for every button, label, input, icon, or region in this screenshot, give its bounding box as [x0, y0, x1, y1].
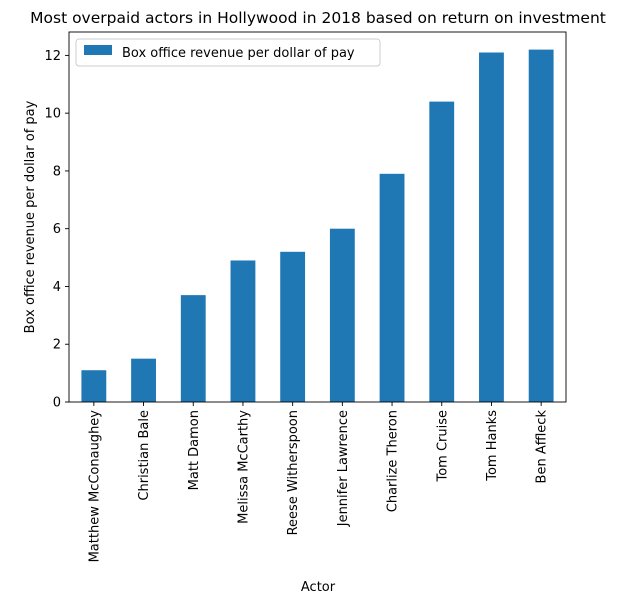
- x-tick-label: Melissa McCarthy: [236, 410, 251, 524]
- bar-tom-cruise: [429, 101, 455, 402]
- legend-swatch: [84, 45, 112, 55]
- legend-box: [75, 38, 381, 67]
- y-axis-label: Box office revenue per dollar of pay: [23, 100, 38, 333]
- y-axis-ticks: 0 2 4 6 8 10 12: [44, 49, 69, 411]
- y-tick-label: 0: [53, 396, 61, 411]
- x-axis-ticks: Matthew McConaughey Christian Bale Matt Da…: [87, 402, 550, 563]
- y-tick-label: 8: [53, 164, 61, 179]
- x-tick-label: Reese Witherspoon: [286, 410, 301, 535]
- x-tick-label: Christian Bale: [137, 410, 152, 501]
- plot-frame: [68, 31, 567, 403]
- bar-melissa-mccarthy: [230, 260, 256, 402]
- bar-tom-hanks: [479, 52, 504, 402]
- bar-matthew-mcconaughey: [81, 370, 107, 402]
- x-tick-label: Jennifer Lawrence: [336, 410, 351, 527]
- chart-title: Most overpaid actors in Hollywood in 201…: [30, 9, 606, 27]
- y-tick-label: 6: [53, 222, 61, 237]
- y-tick-label: 10: [44, 107, 61, 122]
- x-tick-label: Matthew McConaughey: [87, 410, 102, 563]
- bar-matt-damon: [180, 295, 206, 402]
- y-tick-label: 12: [44, 49, 61, 64]
- bar-christian-bale: [131, 358, 156, 402]
- x-tick-label: Tom Cruise: [435, 410, 450, 483]
- y-tick-label: 2: [53, 338, 61, 353]
- x-tick-label: Matt Damon: [187, 410, 202, 490]
- bar-jennifer-lawrence: [329, 228, 355, 402]
- bars-group: [81, 49, 554, 402]
- bar-ben-affleck: [528, 49, 554, 402]
- x-tick-label: Ben Affleck: [535, 410, 550, 484]
- bar-charlize-theron: [379, 173, 405, 402]
- legend-label: Box office revenue per dollar of pay: [122, 46, 355, 61]
- x-tick-label: Charlize Theron: [386, 410, 401, 512]
- x-tick-label: Tom Hanks: [485, 410, 500, 482]
- legend: Box office revenue per dollar of pay: [75, 38, 381, 67]
- x-axis-label: Actor: [301, 580, 336, 595]
- bar-reese-witherspoon: [280, 251, 306, 402]
- y-tick-label: 4: [53, 280, 61, 295]
